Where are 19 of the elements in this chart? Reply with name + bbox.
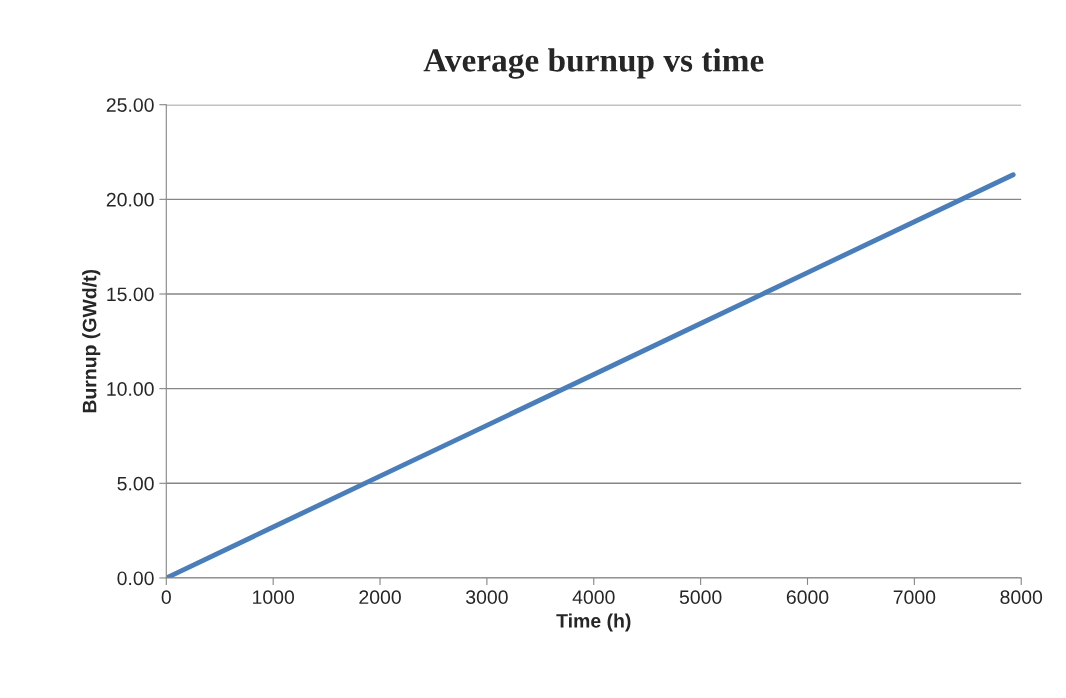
x-tick-label: 3000 (466, 590, 508, 605)
x-tick-label: 8000 (1000, 590, 1043, 605)
x-tick-label: 2000 (359, 590, 401, 605)
y-tick-label: 25.00 (106, 98, 154, 112)
x-axis-title: Time (h) (556, 613, 631, 632)
y-tick-label: 10.00 (107, 382, 154, 396)
y-tick-label: 0.00 (117, 571, 154, 586)
line-series (166, 172, 1016, 578)
x-tick-label: 1000 (253, 590, 295, 605)
y-tick-label: 15.00 (107, 287, 154, 302)
chart-title: Average burnup vs time (423, 48, 764, 79)
x-tick-label: 5000 (679, 590, 722, 605)
x-tick-label: 4000 (572, 590, 615, 605)
x-tick-label: 0 (161, 590, 171, 605)
x-tick-label: 7000 (893, 590, 936, 605)
y-axis-title: Burnup (GWd/t) (82, 269, 101, 413)
y-tick-label: 20.00 (106, 192, 154, 207)
y-tick-label: 5.00 (117, 476, 154, 491)
x-tick-label: 6000 (786, 590, 829, 605)
